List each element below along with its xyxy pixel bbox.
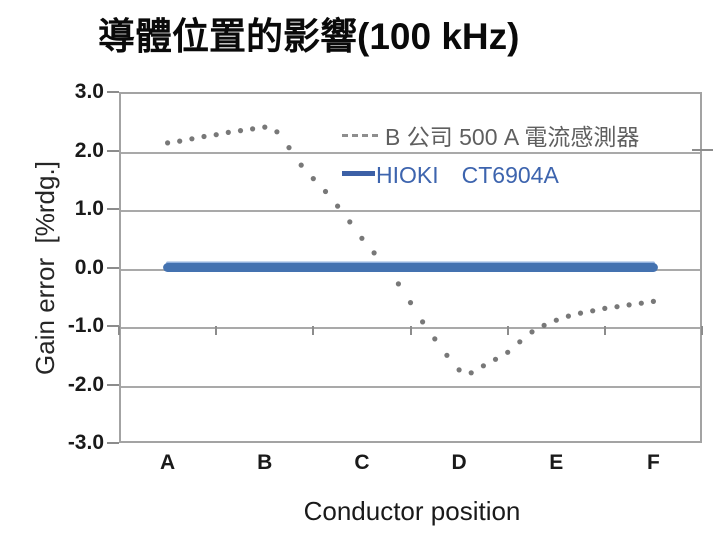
x-tick-label: D	[451, 451, 467, 474]
x-tick-label: B	[257, 451, 273, 474]
solid-line-icon	[342, 170, 375, 176]
y-tick-label: 3.0	[74, 80, 104, 103]
y-axis-tick	[107, 91, 119, 93]
legend: B 公司 500 A 電流感測器 HIOKI CT6904A	[342, 116, 639, 192]
x-axis-tick	[312, 326, 315, 335]
y-axis-tick	[107, 383, 119, 386]
legend-item-hioki: HIOKI CT6904A	[342, 154, 639, 192]
gridline	[121, 385, 700, 388]
y-axis-tick	[107, 149, 119, 152]
y-tick-label: 2.0	[74, 138, 104, 162]
y-axis-tick	[107, 266, 119, 269]
y-tick-label: -2.0	[67, 372, 104, 396]
x-axis-tick	[603, 326, 606, 335]
x-tick-label: A	[159, 451, 176, 474]
x-axis-tick	[215, 326, 218, 335]
legend-label-b-company: B 公司 500 A 電流感測器	[385, 124, 640, 150]
dashed-line-icon	[342, 133, 378, 137]
gridline	[121, 210, 700, 212]
right-axis-tick	[692, 149, 713, 151]
gridline	[121, 268, 700, 271]
y-tick-label: 0.0	[74, 255, 104, 279]
y-tick-label: -1.0	[67, 314, 104, 337]
y-axis-tick	[107, 208, 119, 210]
gridline	[121, 151, 700, 154]
legend-label-hioki: HIOKI CT6904A	[376, 162, 559, 188]
x-tick-label: F	[646, 451, 660, 474]
x-axis-tick	[409, 326, 412, 335]
x-axis-tick	[118, 326, 120, 335]
x-axis-title: Conductor position	[303, 496, 521, 526]
x-tick-label: E	[549, 451, 564, 474]
chart-title: 導體位置的影響(100 kHz)	[98, 16, 520, 57]
y-axis-tick	[107, 325, 119, 327]
y-tick-label: 1.0	[74, 197, 104, 220]
x-axis-tick	[701, 326, 703, 335]
y-tick-label: -3.0	[67, 431, 104, 454]
y-axis-tick	[107, 442, 119, 444]
x-axis-tick	[506, 326, 509, 335]
x-tick-label: C	[354, 451, 370, 474]
legend-item-b-company: B 公司 500 A 電流感測器	[342, 116, 639, 154]
